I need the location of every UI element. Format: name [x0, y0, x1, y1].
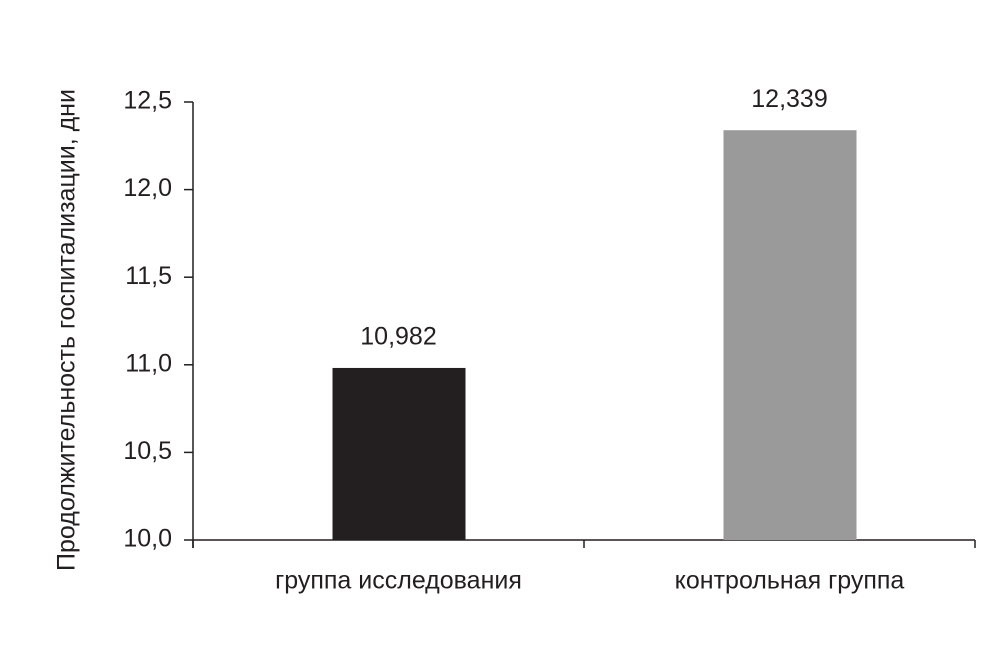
y-tick-label: 11,5	[125, 262, 172, 290]
y-tick-label: 12,0	[123, 174, 172, 202]
y-axis-label: Продолжительность госпитализации, дни	[53, 89, 81, 571]
x-tick-label: группа исследования	[275, 567, 522, 595]
y-tick-label: 11,0	[125, 349, 172, 377]
bar	[723, 130, 857, 540]
bar	[332, 367, 466, 540]
y-tick-label: 10,5	[123, 437, 172, 465]
x-tick-label: контрольная группа	[675, 567, 905, 595]
y-tick-label: 12,5	[123, 87, 172, 115]
value-label: 12,339	[751, 85, 827, 113]
y-tick-label: 10,0	[123, 525, 172, 553]
value-label: 10,982	[360, 323, 436, 351]
